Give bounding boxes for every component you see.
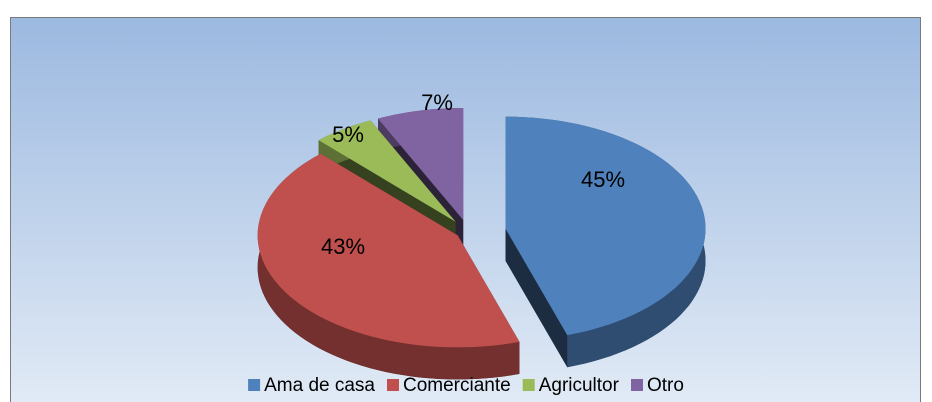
legend: Ama de casa Comerciante Agricultor Otro bbox=[248, 375, 684, 396]
legend-item: Comerciante bbox=[387, 375, 511, 396]
legend-label: Ama de casa bbox=[264, 375, 375, 396]
legend-swatch bbox=[631, 379, 643, 391]
legend-item: Agricultor bbox=[522, 375, 620, 396]
data-label: 7% bbox=[421, 90, 453, 115]
legend-label: Agricultor bbox=[539, 375, 620, 396]
slice-top bbox=[378, 108, 464, 220]
slice-rim bbox=[257, 153, 520, 380]
legend-swatch bbox=[248, 379, 261, 391]
slice bbox=[505, 116, 706, 368]
pie: 45% 43% 5% 7% bbox=[257, 90, 706, 380]
slice-top bbox=[318, 120, 456, 222]
legend-label: Comerciante bbox=[403, 375, 511, 396]
slice-top bbox=[257, 153, 520, 348]
legend-item: Otro bbox=[631, 375, 684, 396]
legend-swatch bbox=[387, 379, 399, 391]
legend-item: Ama de casa bbox=[248, 375, 375, 396]
slice-top bbox=[505, 116, 706, 336]
data-label: 43% bbox=[321, 234, 365, 259]
slice-wall bbox=[505, 228, 568, 368]
slice bbox=[257, 153, 520, 380]
data-label: 45% bbox=[581, 167, 625, 192]
data-label: 5% bbox=[332, 122, 364, 147]
legend-swatch bbox=[522, 379, 535, 391]
legend-label: Otro bbox=[647, 375, 684, 396]
